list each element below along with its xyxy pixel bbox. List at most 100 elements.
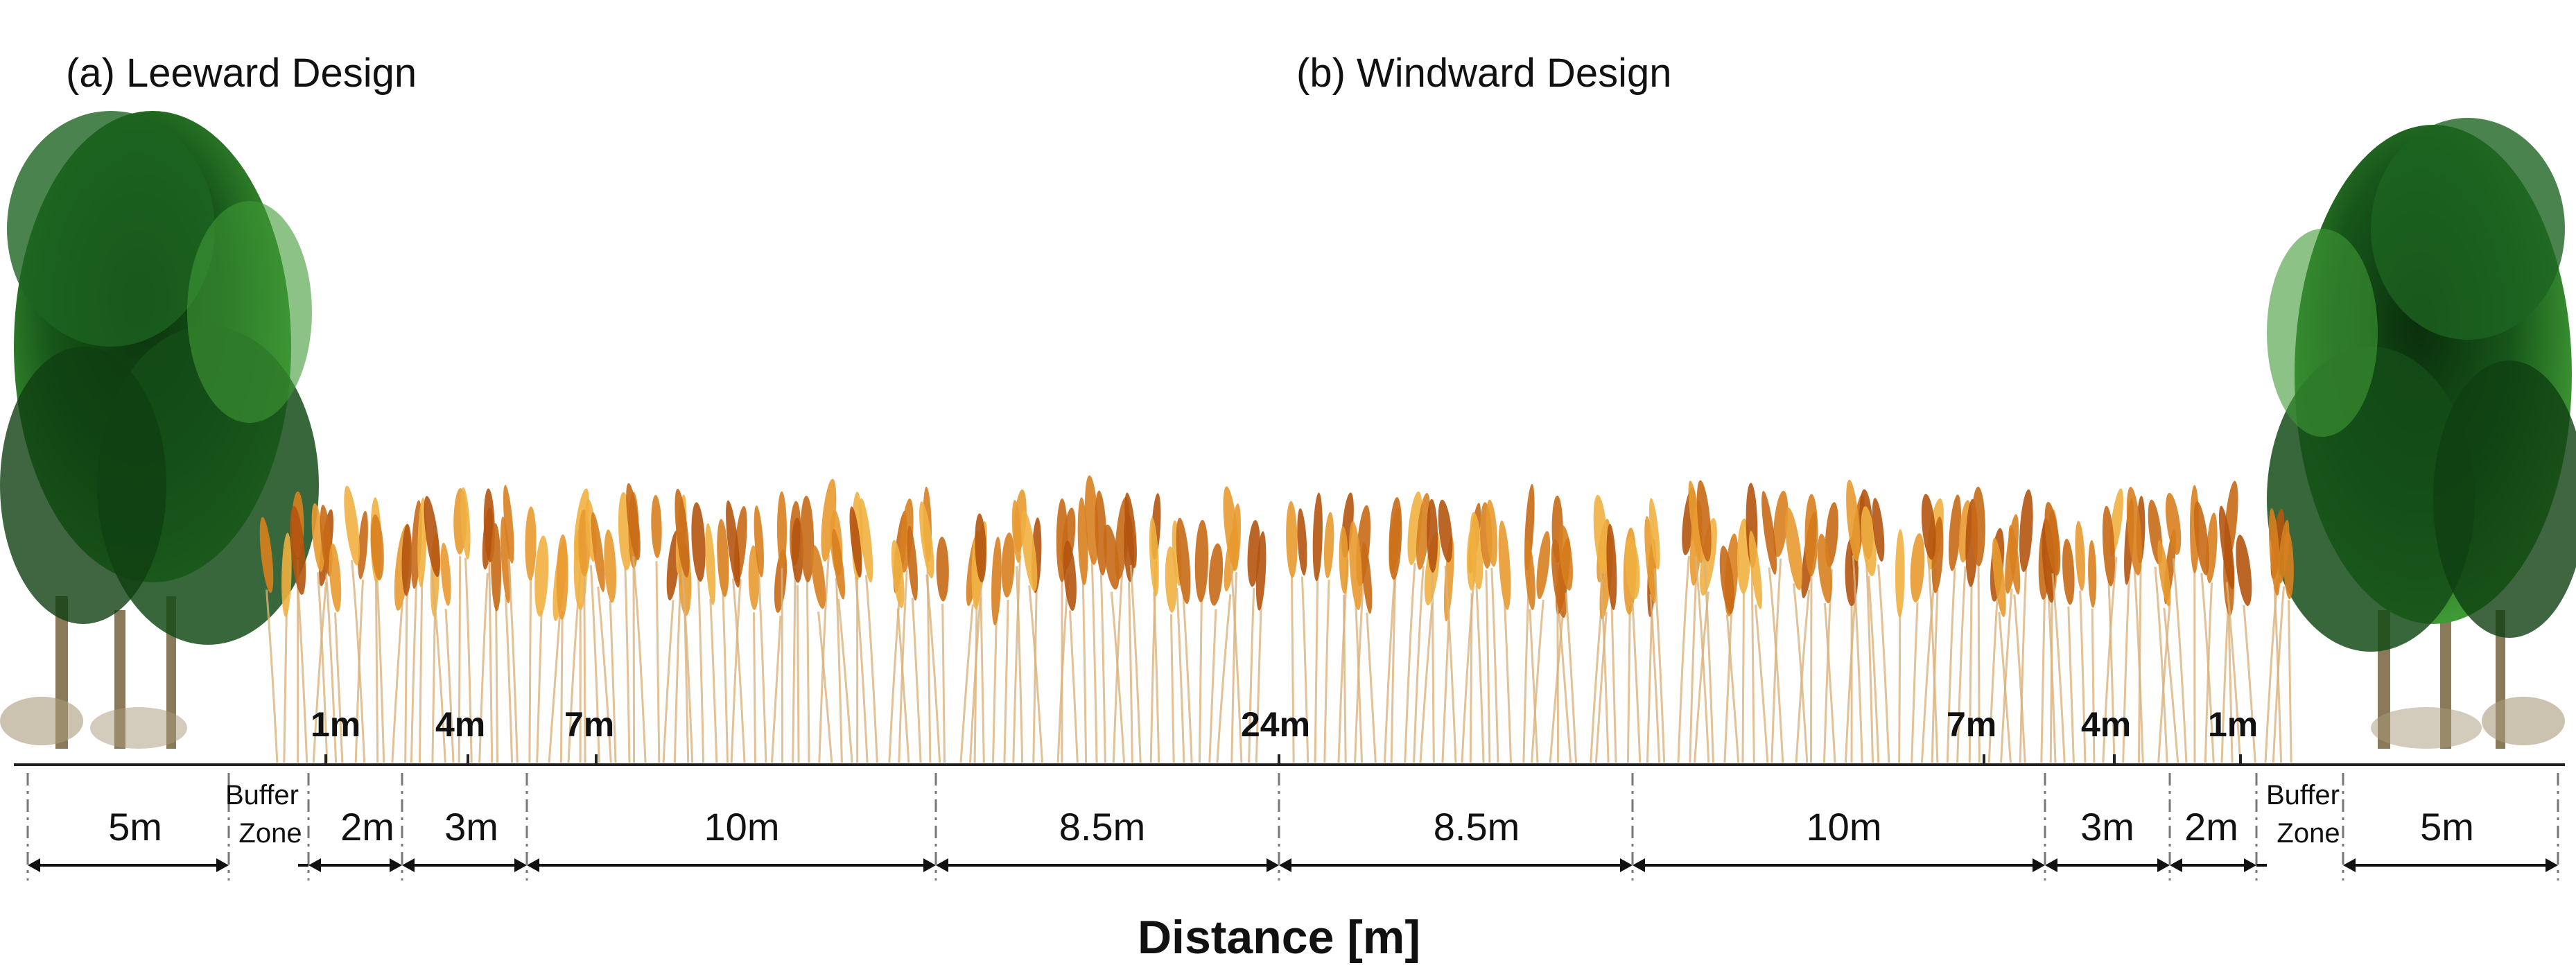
wheat-windward-ear bbox=[1785, 507, 1803, 591]
wheat-leeward-stem bbox=[888, 587, 901, 763]
wheat-leeward-stem bbox=[697, 576, 705, 763]
wheat-windward-stem bbox=[1626, 605, 1631, 763]
panel-title-windward: (b) Windward Design bbox=[1296, 51, 1672, 96]
wheat-leeward-stem bbox=[758, 575, 767, 763]
wheat-windward-ear bbox=[1286, 501, 1298, 578]
wheat-leeward-ear bbox=[1176, 517, 1191, 605]
wheat-leeward-ear bbox=[991, 537, 1002, 626]
wheat-windward-ear bbox=[1719, 546, 1734, 614]
wheat-leeward-stem bbox=[312, 582, 327, 763]
wheat-windward-stem bbox=[2137, 564, 2142, 763]
wheat-windward-ear bbox=[1389, 497, 1402, 580]
wheat-windward-stem bbox=[2107, 580, 2116, 763]
wheat-leeward-stem bbox=[334, 612, 344, 763]
wheat-leeward-stem bbox=[817, 611, 833, 763]
wheat-leeward-stem bbox=[1128, 582, 1133, 763]
wheat-leeward-ear bbox=[534, 535, 549, 617]
wheat-leeward-stem bbox=[1248, 588, 1255, 763]
wheat-windward-ear bbox=[1443, 536, 1454, 622]
wheat-windward-stem bbox=[1694, 591, 1709, 763]
wheat-windward-ear bbox=[1498, 520, 1511, 610]
wheat-windward-ear bbox=[1312, 492, 1323, 582]
wheat-windward-stem bbox=[1314, 571, 1319, 763]
segment-label-leeward-3m: 3m bbox=[444, 805, 498, 849]
wheat-leeward-ear bbox=[1095, 490, 1107, 576]
wheat-leeward-stem bbox=[898, 570, 908, 763]
wheat-windward-stem bbox=[1631, 602, 1642, 763]
wheat-leeward-ear bbox=[1149, 517, 1159, 597]
wheat-leeward-ear bbox=[754, 505, 764, 578]
segment-label-leeward-2m: 2m bbox=[340, 805, 394, 849]
wheat-leeward-ear bbox=[358, 510, 368, 580]
wheat-windward-ear bbox=[1559, 525, 1573, 591]
wheat-windward-stem bbox=[1725, 614, 1740, 763]
wheat-leeward-ear bbox=[717, 519, 729, 598]
wheat-windward-stem bbox=[1558, 613, 1572, 763]
arrowhead-left-icon bbox=[527, 858, 539, 872]
wheat-windward-ear bbox=[1551, 539, 1567, 618]
wheat-windward-stem bbox=[1723, 609, 1733, 763]
wheat-windward-ear bbox=[1470, 512, 1483, 590]
wheat-windward-stem bbox=[1384, 575, 1396, 763]
wheat-windward-ear bbox=[1524, 539, 1535, 611]
wheat-windward-stem bbox=[1823, 602, 1836, 763]
wheat-windward-stem bbox=[1852, 555, 1863, 763]
arrowhead-right-icon bbox=[2157, 858, 2170, 872]
wheat-leeward-ear bbox=[859, 498, 873, 583]
wheat-leeward-ear bbox=[440, 542, 451, 606]
wheat-windward-stem bbox=[1750, 559, 1755, 763]
wheat-windward-ear bbox=[1949, 494, 1961, 571]
wheat-leeward-stem bbox=[796, 584, 800, 763]
wheat-leeward-ear bbox=[259, 517, 274, 593]
wheat-leeward-ear bbox=[891, 539, 905, 609]
panel-title-leeward: (a) Leeward Design bbox=[66, 51, 417, 96]
arrowhead-right-icon bbox=[1267, 858, 1279, 872]
wheat-leeward-ear bbox=[705, 523, 716, 605]
marker-leeward-1: 1m bbox=[311, 705, 360, 744]
wheat-windward-stem bbox=[1475, 585, 1485, 763]
wheat-leeward-stem bbox=[418, 577, 424, 763]
arrowhead-right-icon bbox=[2033, 858, 2045, 872]
wheat-leeward-ear bbox=[503, 485, 514, 564]
wheat-windward-ear bbox=[1846, 479, 1861, 562]
wheat-leeward-ear bbox=[401, 523, 412, 596]
wheat-leeward-stem bbox=[624, 566, 631, 763]
wheat-leeward-stem bbox=[781, 564, 784, 763]
wheat-leeward-stem bbox=[992, 616, 998, 763]
wheat-leeward-stem bbox=[1090, 555, 1098, 763]
wheat-windward-stem bbox=[1653, 568, 1666, 763]
wheat-windward-stem bbox=[1877, 564, 1890, 763]
wheat-windward-stem bbox=[1366, 612, 1377, 763]
wheat-windward-stem bbox=[2273, 586, 2283, 763]
wheat-leeward-stem bbox=[662, 600, 675, 763]
markers-leeward: 1m 4m 7m bbox=[311, 705, 614, 765]
wheat-windward-stem bbox=[1503, 600, 1512, 763]
wheat-windward-ear bbox=[2008, 525, 2021, 595]
wheat-leeward-ear bbox=[849, 506, 862, 578]
wheat-windward-ear bbox=[1536, 530, 1551, 600]
wheat-windward-ear bbox=[1339, 526, 1349, 594]
wheat-leeward-stem bbox=[753, 612, 756, 763]
wheat-windward-ear bbox=[1297, 508, 1307, 576]
wheat-field-windward-icon bbox=[1286, 479, 2294, 763]
wheat-leeward-stem bbox=[1255, 605, 1262, 763]
wheat-leeward-stem bbox=[959, 604, 974, 763]
wheat-leeward-stem bbox=[835, 578, 843, 763]
wheat-leeward-ear bbox=[1021, 510, 1038, 591]
wheat-windward-ear bbox=[1992, 537, 2006, 618]
wheat-windward-stem bbox=[1594, 611, 1608, 763]
wheat-windward-stem bbox=[2091, 608, 2096, 763]
arrowhead-left-icon bbox=[2343, 858, 2356, 872]
wheat-leeward-stem bbox=[458, 555, 462, 763]
wheat-leeward-ear bbox=[500, 517, 511, 603]
wheat-windward-stem bbox=[1898, 607, 1901, 763]
wheat-windward-stem bbox=[1946, 567, 1956, 763]
wheat-leeward-stem bbox=[1068, 610, 1079, 763]
arrowhead-right-icon bbox=[1620, 858, 1633, 872]
wheat-windward-stem bbox=[1300, 576, 1309, 763]
wheat-leeward-stem bbox=[1230, 562, 1243, 763]
wheat-leeward-ear bbox=[1208, 543, 1224, 606]
wheat-windward-stem bbox=[1610, 601, 1617, 763]
marker-windward-2: 4m bbox=[2081, 705, 2131, 744]
wheat-leeward-ear bbox=[370, 514, 384, 580]
